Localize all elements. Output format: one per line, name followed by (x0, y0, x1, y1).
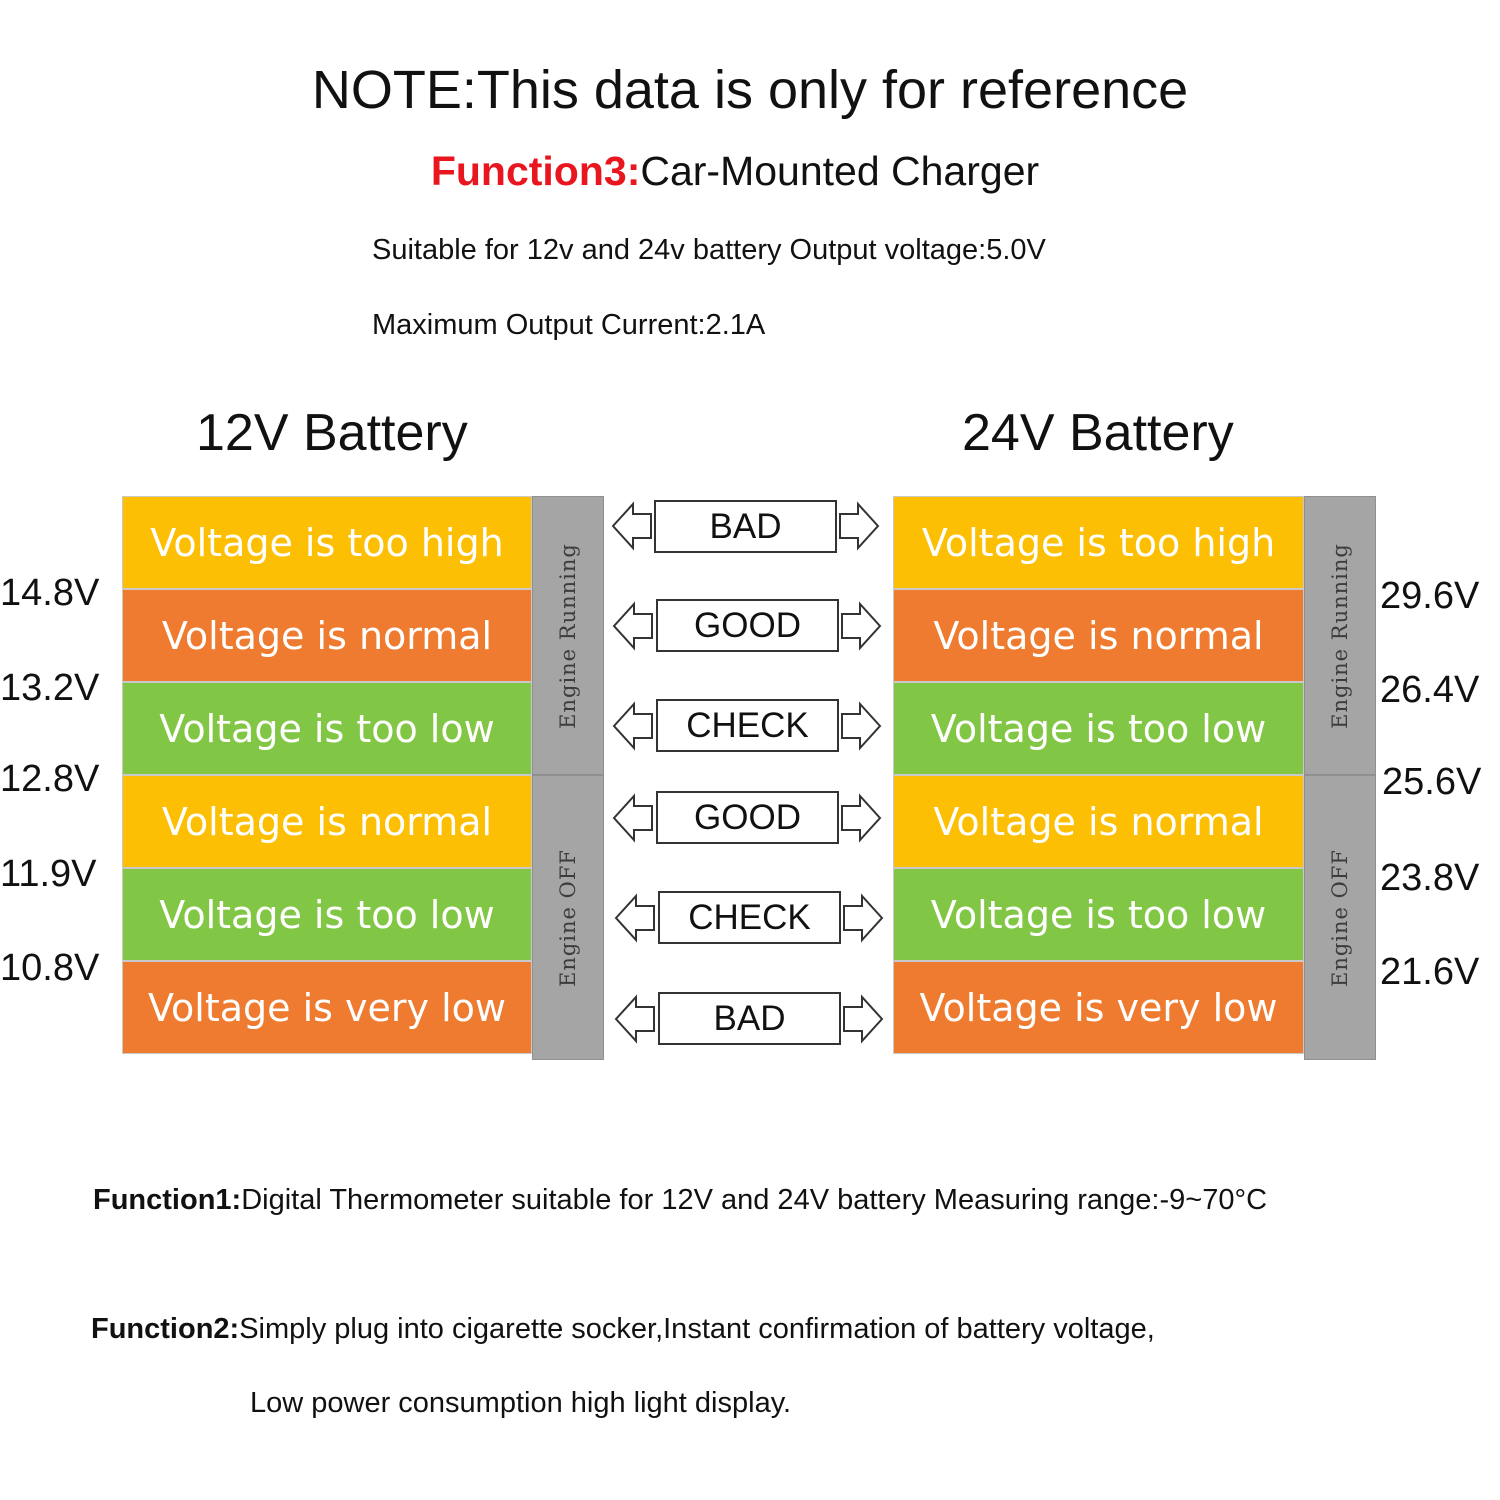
threshold-12v-normal: 13.2V (0, 667, 100, 709)
arrow-right-icon (839, 501, 880, 551)
function1-line: Function1:Digital Thermometer suitable f… (93, 1183, 1267, 1217)
battery-24v-title: 24V Battery (962, 404, 1234, 462)
battery-24v-engine-running-bar: Engine Running (1304, 496, 1376, 775)
function2-text: Simply plug into cigarette socker,Instan… (239, 1313, 1155, 1345)
function3-text: Car-Mounted Charger (640, 148, 1040, 194)
spec-line-output: Suitable for 12v and 24v battery Output … (372, 234, 1046, 266)
battery-12v-engine-off-bar: Engine OFF (532, 775, 604, 1060)
arrow-left-icon (614, 893, 655, 943)
function2-label: Function2: (91, 1313, 240, 1345)
arrow-right-icon (843, 994, 884, 1044)
status-badge-check-off: CHECK (658, 891, 841, 944)
function2-line-2: Low power consumption high light display… (250, 1387, 792, 1419)
arrow-right-icon (841, 793, 882, 843)
threshold-12v-high: 14.8V (0, 572, 100, 614)
status-badge-good-running: GOOD (656, 599, 839, 652)
threshold-12v-off-low: 10.8V (0, 947, 100, 989)
battery-12v-engine-running-bar: Engine Running (532, 496, 604, 775)
threshold-24v-normal: 26.4V (1380, 669, 1480, 711)
arrow-right-icon (841, 701, 882, 751)
spec-line-current: Maximum Output Current:2.1A (372, 309, 766, 341)
engine-off-label: Engine OFF (556, 848, 580, 987)
status-badge-good-off: GOOD (656, 791, 839, 844)
function1-text: Digital Thermometer suitable for 12V and… (241, 1184, 1268, 1216)
function1-label: Function1: (93, 1184, 242, 1216)
battery-12v-row-too-low-running: Voltage is too low (122, 682, 532, 775)
battery-24v-row-very-low: Voltage is very low (893, 961, 1304, 1054)
threshold-12v-running-low: 12.8V (0, 758, 100, 800)
threshold-24v-running-low: 25.6V (1382, 761, 1482, 803)
arrow-left-icon (612, 701, 653, 751)
arrow-right-icon (841, 601, 882, 651)
battery-24v-engine-off-bar: Engine OFF (1304, 775, 1376, 1060)
battery-24v-row-too-high: Voltage is too high (893, 496, 1304, 589)
battery-12v-row-normal-off: Voltage is normal (122, 775, 532, 868)
battery-12v-row-normal-running: Voltage is normal (122, 589, 532, 682)
arrow-left-icon (612, 793, 653, 843)
status-badge-check-running: CHECK (656, 699, 839, 752)
function3-label: Function3: (430, 148, 641, 194)
battery-12v-title: 12V Battery (196, 404, 468, 462)
status-badge-bad-high: BAD (654, 500, 837, 553)
battery-24v-row-too-low-running: Voltage is too low (893, 682, 1304, 775)
arrow-right-icon (843, 893, 884, 943)
engine-running-label: Engine Running (556, 542, 580, 729)
battery-24v-row-normal-off: Voltage is normal (893, 775, 1304, 868)
function3-heading: Function3:Car-Mounted Charger (0, 146, 1470, 196)
function2-line: Function2:Simply plug into cigarette soc… (91, 1312, 1155, 1346)
arrow-left-icon (611, 501, 652, 551)
battery-12v-row-very-low: Voltage is very low (122, 961, 532, 1054)
battery-12v-row-too-low-off: Voltage is too low (122, 868, 532, 961)
arrow-left-icon (612, 601, 653, 651)
note-title: NOTE:This data is only for reference (311, 60, 1189, 120)
threshold-24v-off-normal: 23.8V (1380, 857, 1480, 899)
engine-off-label: Engine OFF (1328, 848, 1352, 987)
threshold-12v-off-normal: 11.9V (0, 853, 97, 895)
engine-running-label: Engine Running (1328, 542, 1352, 729)
battery-24v-row-normal-running: Voltage is normal (893, 589, 1304, 682)
battery-12v-row-too-high: Voltage is too high (122, 496, 532, 589)
battery-24v-row-too-low-off: Voltage is too low (893, 868, 1304, 961)
status-badge-bad-very-low: BAD (658, 992, 841, 1045)
threshold-24v-off-low: 21.6V (1380, 951, 1480, 993)
threshold-24v-high: 29.6V (1380, 575, 1480, 617)
arrow-left-icon (614, 994, 655, 1044)
